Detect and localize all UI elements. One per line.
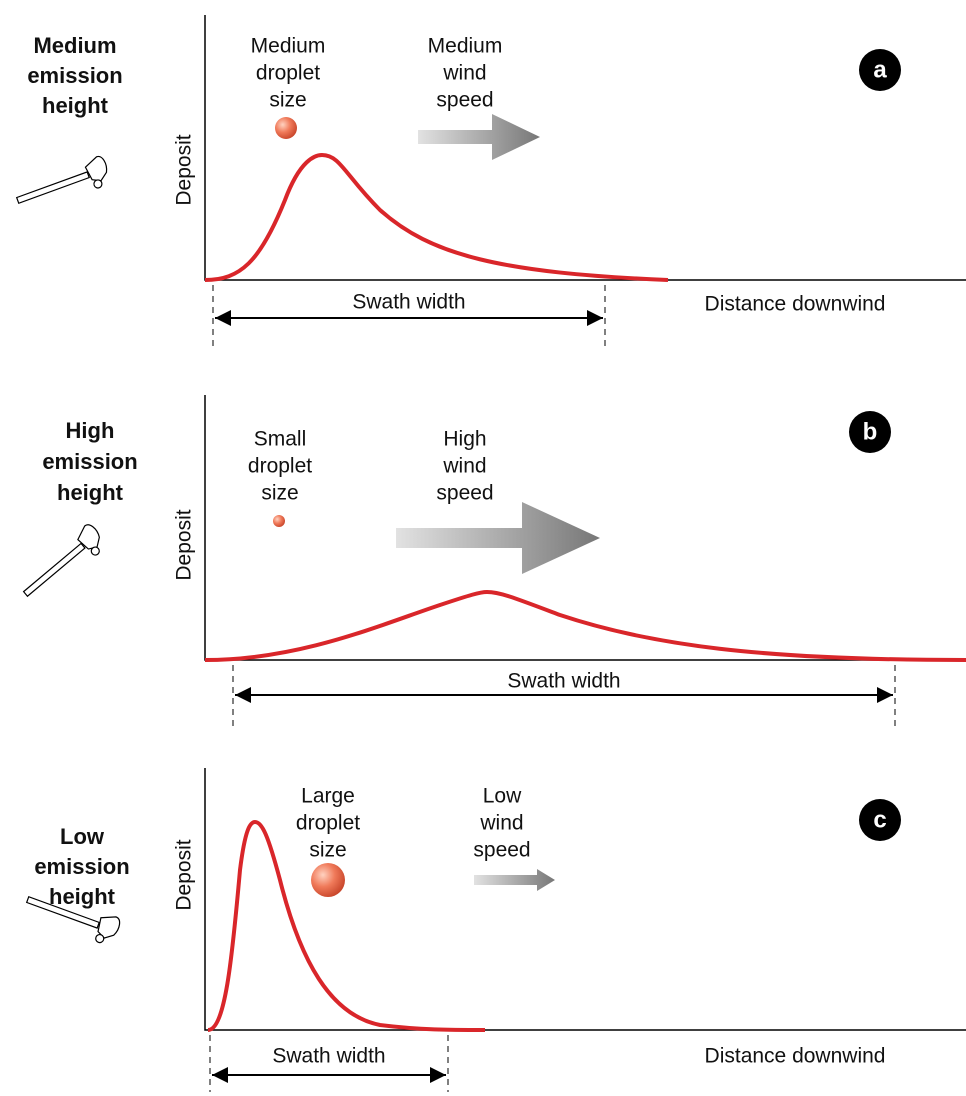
wind-label: Low	[483, 785, 522, 808]
wind-label: speed	[436, 482, 493, 505]
wind-label: Medium	[428, 35, 503, 58]
panel-badge	[849, 411, 891, 453]
panel-badge	[859, 799, 901, 841]
y-axis-label: Deposit	[173, 509, 196, 580]
droplet	[311, 863, 345, 897]
droplet-label: Large	[301, 785, 355, 808]
wind-label: High	[443, 428, 486, 451]
sprayer-head	[97, 916, 121, 939]
droplet	[275, 117, 297, 139]
wind-arrow	[474, 869, 555, 891]
wind-label: wind	[442, 455, 486, 478]
droplet-label: droplet	[256, 62, 320, 85]
emission-label: High	[66, 418, 115, 443]
emission-label: emission	[42, 449, 137, 474]
sprayer-head	[77, 524, 100, 550]
emission-label: emission	[27, 63, 122, 88]
sprayer-nozzle	[93, 179, 103, 189]
swath-label: Swath width	[272, 1045, 385, 1068]
droplet-label: droplet	[296, 812, 360, 835]
deposit-curve	[207, 819, 486, 1032]
axes	[204, 768, 966, 1031]
wind-label: wind	[442, 62, 486, 85]
deposit-curve	[204, 589, 966, 662]
emission-label: height	[42, 93, 109, 118]
emission-label: Low	[60, 824, 105, 849]
y-axis-label: Deposit	[173, 134, 196, 205]
emission-label: Medium	[33, 33, 116, 58]
sprayer-pole	[22, 542, 86, 598]
wind-arrow	[396, 502, 600, 574]
swath-label: Swath width	[507, 670, 620, 693]
panel-letter: c	[873, 806, 886, 833]
sprayer-icon	[15, 155, 108, 204]
panel-letter: a	[873, 56, 887, 83]
droplet-label: size	[309, 839, 346, 862]
sprayer-nozzle	[90, 546, 100, 556]
sprayer-icon	[25, 896, 121, 944]
wind-label: speed	[473, 839, 530, 862]
sprayer-icon	[22, 524, 100, 598]
emission-label: height	[49, 884, 116, 909]
panel-letter: b	[863, 418, 878, 445]
wind-arrow	[418, 114, 540, 160]
emission-label: emission	[34, 854, 129, 879]
swath-label: Swath width	[352, 291, 465, 314]
sprayer-pole	[25, 896, 100, 929]
droplet-label: Small	[254, 428, 307, 451]
droplet-label: size	[269, 89, 306, 112]
emission-label: height	[57, 480, 124, 505]
droplet-label: droplet	[248, 455, 312, 478]
sprayer-head	[84, 155, 108, 182]
wind-label: speed	[436, 89, 493, 112]
droplet-label: Medium	[251, 35, 326, 58]
wind-label: wind	[479, 812, 523, 835]
sprayer-pole	[15, 171, 90, 204]
panel-badge	[859, 49, 901, 91]
sprayer-nozzle	[95, 933, 105, 944]
droplet-label: size	[261, 482, 298, 505]
y-axis-label: Deposit	[173, 839, 196, 910]
droplet	[273, 515, 285, 527]
x-axis-label: Distance downwind	[705, 1045, 886, 1068]
x-axis-label: Distance downwind	[705, 293, 886, 316]
deposit-curve	[204, 152, 669, 282]
